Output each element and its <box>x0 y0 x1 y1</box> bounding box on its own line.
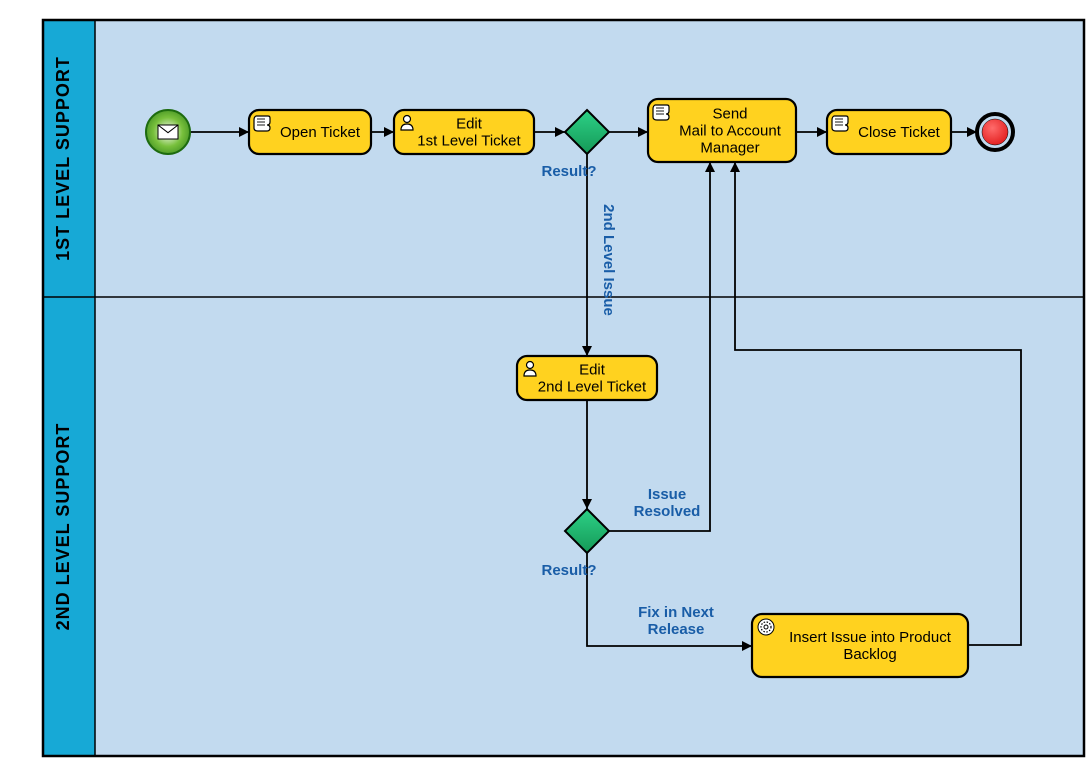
edge-label-e10: Fix in NextRelease <box>638 604 714 638</box>
script-icon <box>832 116 848 131</box>
lane-title-lane2: 2ND LEVEL SUPPORT <box>53 423 73 631</box>
script-icon <box>653 105 669 120</box>
task-label-open: Open Ticket <box>280 124 361 141</box>
user-icon <box>404 116 411 123</box>
task-label-close: Close Ticket <box>858 124 941 141</box>
gateway-label-gw1: Result? <box>541 163 596 180</box>
user-icon <box>527 362 534 369</box>
script-icon <box>254 116 270 131</box>
gateway-label-gw2: Result? <box>541 562 596 579</box>
edge-label-e7: 2nd Level Issue <box>600 204 617 316</box>
lane-title-lane1: 1ST LEVEL SUPPORT <box>53 56 73 261</box>
